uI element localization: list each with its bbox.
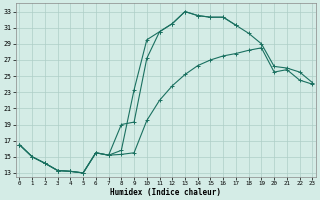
X-axis label: Humidex (Indice chaleur): Humidex (Indice chaleur)	[110, 188, 221, 197]
